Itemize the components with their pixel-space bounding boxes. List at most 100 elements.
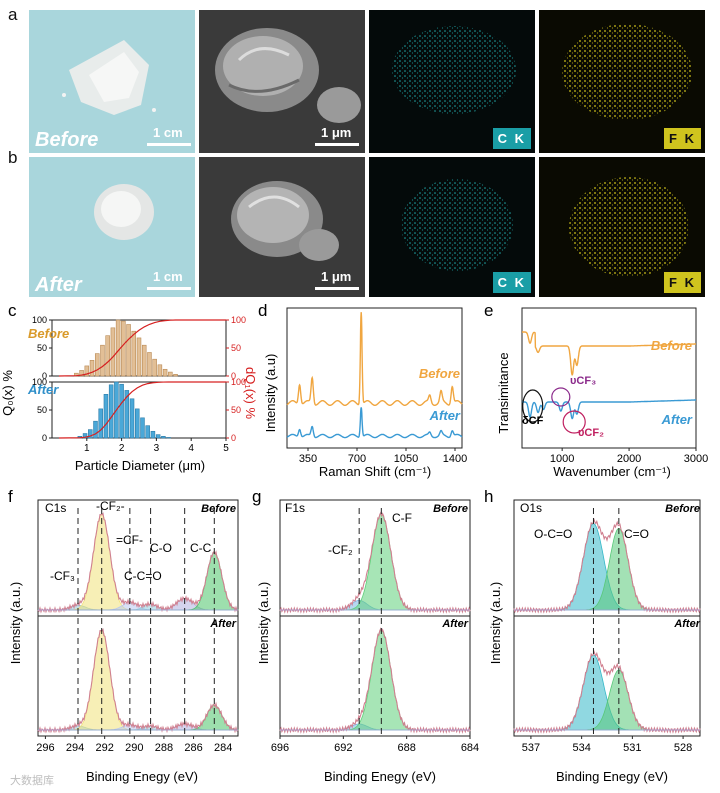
chart-c-ytick-label-right: 100 <box>231 315 246 325</box>
sem-particle-after <box>231 181 339 261</box>
sem-particle-before <box>215 28 361 123</box>
chart-f-peak-co: C-O <box>150 541 172 555</box>
chart-c-bar <box>140 417 145 439</box>
chart-e-series-line <box>522 399 696 420</box>
chart-e-ann-ucf2: υCF₂ <box>578 427 604 439</box>
chart-f-envelope <box>37 512 239 614</box>
chart-g-xtick-label: 684 <box>461 742 479 754</box>
chart-h-xtick-label: 528 <box>674 742 692 754</box>
chart-c-bar <box>105 335 110 377</box>
chart-g-xtick-label: 696 <box>271 742 289 754</box>
sem-image-before: 1 μm <box>199 10 365 153</box>
chart-c-ytick-label-right: 0 <box>231 371 236 381</box>
chart-c-bar <box>136 337 142 377</box>
badge-c-k-b: C K <box>492 272 531 293</box>
chart-f-xtick-label: 284 <box>214 742 232 754</box>
sem-image-after: 1 μm <box>199 157 365 297</box>
chart-e-label-before: Before <box>651 338 692 353</box>
chart-g-frame <box>279 499 471 737</box>
chart-c-ytick-label-right: 50 <box>231 405 241 415</box>
chart-f-ylabel: Intensity (a.u.) <box>8 582 23 664</box>
chart-d-xtick-label: 700 <box>348 453 366 465</box>
chart-c-bar <box>135 408 140 439</box>
chart-c-bar <box>115 319 121 377</box>
chart-g-title: F1s <box>285 501 305 515</box>
chart-c-bar <box>166 437 171 439</box>
chart-c-bar <box>162 368 168 377</box>
chart-d-ylabel: Intensity (a.u) <box>263 354 278 433</box>
chart-f-label-after: After <box>209 618 236 630</box>
chart-c-ytick-label: 0 <box>42 371 47 381</box>
chart-f-peak-cf: =CF- <box>116 533 143 547</box>
chart-c-bar <box>168 371 173 377</box>
chart-c-xtick-label: 2 <box>119 443 125 454</box>
chart-g-ylabel: Intensity (a.u.) <box>256 582 271 664</box>
chart-g-envelope <box>279 511 471 614</box>
chart-f-xlabel: Binding Enegy (eV) <box>86 769 198 784</box>
chart-h-ylabel: Intensity (a.u.) <box>488 582 503 664</box>
chart-c-bar <box>79 370 84 377</box>
chart-e-circle-ucf3 <box>551 387 571 407</box>
chart-c-bar <box>119 383 124 439</box>
chart-d-xtick-label: 1050 <box>394 453 418 465</box>
chart-f-xtick-label: 286 <box>184 742 202 754</box>
chart-g-peak-fill <box>280 629 470 731</box>
chart-f-xtick-label: 288 <box>155 742 173 754</box>
panel-letter-e: e <box>484 301 493 320</box>
chart-c-bar <box>89 360 95 377</box>
chart-e: 1000 2000 3000 <box>521 307 708 465</box>
sample-powder-before <box>62 40 156 115</box>
chart-c-ytick-label-right: 100 <box>231 377 246 387</box>
chart-h-xtick-label: 537 <box>522 742 540 754</box>
chart-c-xtick-label: 5 <box>223 443 229 454</box>
chart-c-bar <box>82 433 88 439</box>
chart-h-xtick-label: 531 <box>623 742 641 754</box>
eds-map-c-after: C K <box>369 157 535 297</box>
chart-e-circle-dcf <box>522 389 544 423</box>
chart-f-xtick-label: 292 <box>95 742 113 754</box>
chart-c-bar <box>121 320 126 377</box>
chart-c-bar <box>108 384 114 439</box>
scale-bar-sem-b <box>315 287 359 290</box>
chart-c-right-axis: dQ₁(x) % <box>243 367 258 419</box>
chart-c-ytick-label: 0 <box>42 433 47 443</box>
eds-map-f-after: F K <box>539 157 705 297</box>
photo-before: 1 cm Before <box>29 10 195 153</box>
panel-letter-f: f <box>8 488 13 506</box>
chart-c-ytick-label-right: 0 <box>231 433 236 443</box>
chart-c-bar <box>88 429 93 439</box>
chart-f-peak-cf3: -CF₃ <box>50 569 75 583</box>
f-map-dots-a <box>562 24 692 120</box>
chart-h-label-after: After <box>673 618 700 630</box>
chart-f-xtick-label: 294 <box>66 742 84 754</box>
chart-c-bar <box>152 358 157 377</box>
chart-c-bar <box>124 390 130 439</box>
chart-h-frame <box>513 499 701 737</box>
chart-d-series-line <box>286 312 463 406</box>
chart-d-frame <box>286 307 463 449</box>
scale-label-sem-a: 1 μm <box>321 125 352 140</box>
chart-c-bar <box>145 425 150 439</box>
chart-e-xtick-label: 1000 <box>550 453 574 465</box>
chart-h: 537 534 531 528 <box>513 499 701 754</box>
chart-h-envelope <box>513 649 701 734</box>
chart-g-label-after: After <box>441 618 468 630</box>
chart-e-ann-ucf3: υCF₃ <box>570 375 596 387</box>
chart-f: 296 294 292 290 288 286 284 <box>36 499 239 754</box>
eds-map-f-before: F K <box>539 10 705 153</box>
panel-letter-a: a <box>8 5 18 24</box>
charts-row-fgh: f g h 296 294 292 290 288 286 284 696 692 688 684… <box>8 488 701 787</box>
chart-c-label-before: Before <box>28 326 69 341</box>
chart-c-bar <box>131 330 137 377</box>
chart-g-xtick-label: 692 <box>334 742 352 754</box>
scale-bar-sem-a <box>315 143 359 146</box>
chart-h-title: O1s <box>520 501 542 515</box>
chart-e-xlabel: Wavenumber (cm⁻¹) <box>553 464 671 479</box>
panel-letter-h: h <box>484 488 493 506</box>
chart-c-bar <box>161 436 166 439</box>
c-map-dots-b <box>401 179 513 271</box>
panel-letter-b: b <box>8 148 18 167</box>
scale-bar-photo-a <box>147 143 191 146</box>
panel-letter-g: g <box>252 488 261 506</box>
